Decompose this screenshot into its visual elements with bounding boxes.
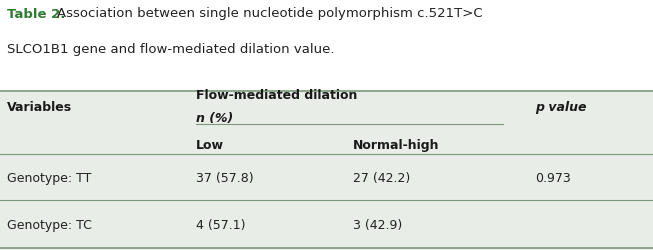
Text: Flow-mediated dilation: Flow-mediated dilation	[196, 89, 357, 102]
Text: 3 (42.9): 3 (42.9)	[353, 218, 402, 232]
Text: 4 (57.1): 4 (57.1)	[196, 218, 246, 232]
Text: 27 (42.2): 27 (42.2)	[353, 172, 410, 185]
Text: n (%): n (%)	[196, 112, 233, 124]
Text: Normal-high: Normal-high	[353, 139, 439, 152]
Text: Genotype: TT: Genotype: TT	[7, 172, 91, 185]
Text: 37 (57.8): 37 (57.8)	[196, 172, 253, 185]
Text: Low: Low	[196, 139, 224, 152]
Text: p value: p value	[535, 101, 587, 114]
FancyBboxPatch shape	[0, 91, 653, 250]
Text: Variables: Variables	[7, 101, 72, 114]
Text: Association between single nucleotide polymorphism c.521T>C: Association between single nucleotide po…	[57, 8, 483, 20]
Text: Table 2.: Table 2.	[7, 8, 65, 20]
Text: SLCO1B1 gene and flow-mediated dilation value.: SLCO1B1 gene and flow-mediated dilation …	[7, 42, 334, 56]
Text: 0.973: 0.973	[535, 172, 571, 185]
Text: Genotype: TC: Genotype: TC	[7, 218, 91, 232]
